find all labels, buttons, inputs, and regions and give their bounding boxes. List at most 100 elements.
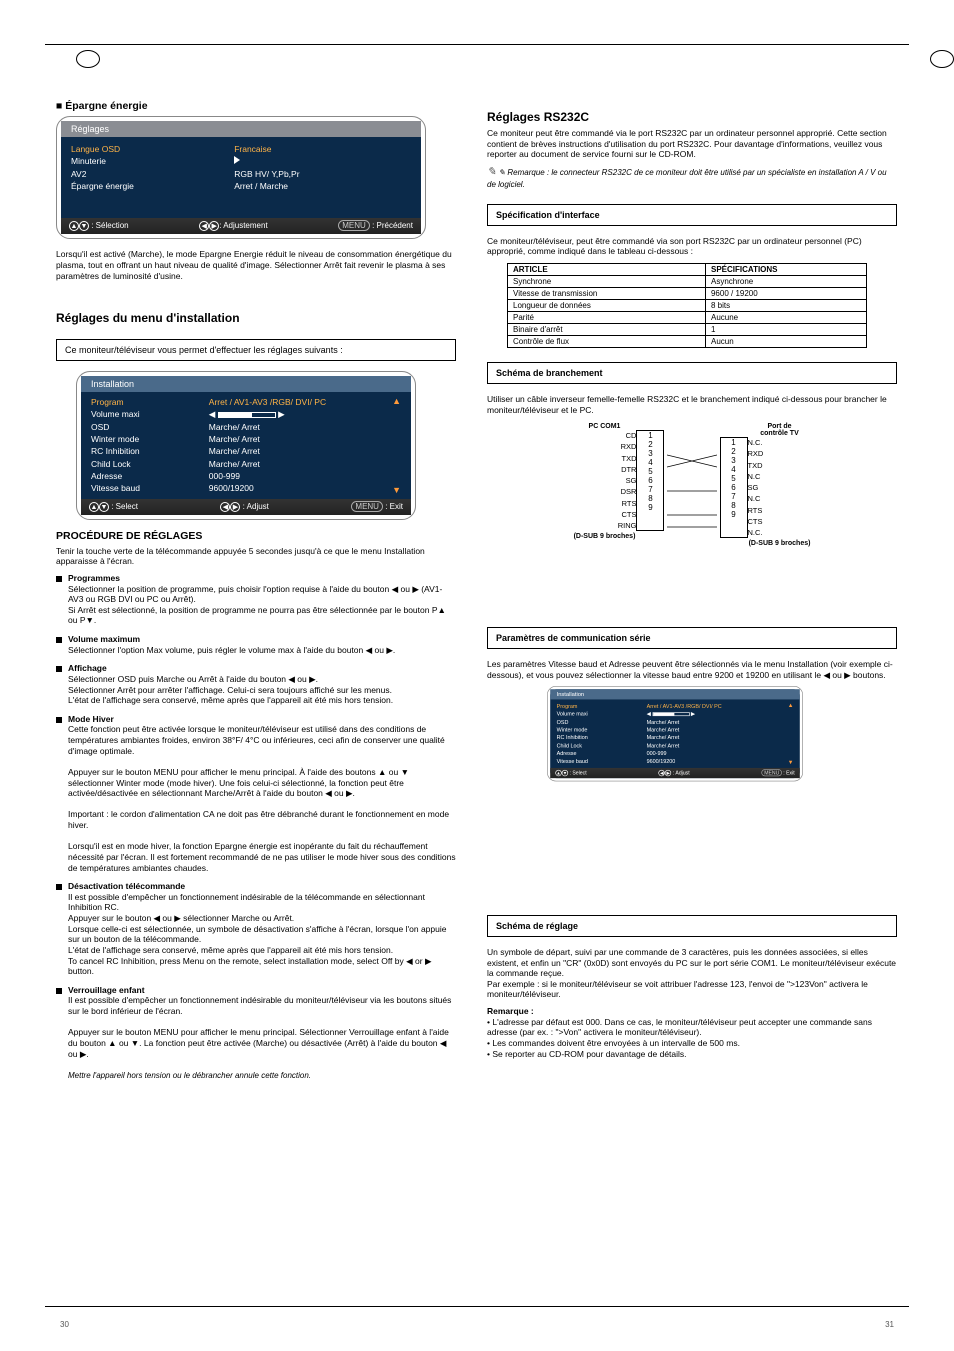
conn-title: Schéma de branchement	[496, 368, 603, 378]
left-column: ■ Épargne énergie Réglages Langue OSD Mi…	[56, 100, 456, 1089]
setting-title-box: Schéma de réglage	[487, 915, 897, 937]
item-p2: Appuyer sur le bouton MENU pour afficher…	[68, 1027, 449, 1058]
item-title: Programmes	[68, 573, 120, 583]
setting-title: Schéma de réglage	[496, 921, 578, 931]
pin-right-block: 123456789	[720, 437, 748, 538]
item-title: Mode Hiver	[68, 714, 114, 724]
bullet-icon	[56, 576, 62, 582]
energy-save-heading: ■ Épargne énergie	[56, 100, 456, 112]
install-label: Adresse	[91, 470, 209, 482]
spec-title: Spécification d'interface	[496, 210, 600, 220]
item-body: Sélectionner OSD puis Marche ou Arrêt à …	[68, 674, 393, 705]
item-volume: Volume maximum Sélectionner l'option Max…	[56, 634, 456, 655]
down-arrow-icon: ▼	[392, 485, 401, 495]
page-number-left: 30	[60, 1320, 69, 1329]
install-intro-text: Ce moniteur/téléviseur vous permet d'eff…	[65, 345, 343, 355]
procedure-body: Tenir la touche verte de la télécommande…	[56, 546, 456, 567]
table-header-row: ARTICLE SPÉCIFICATIONS	[508, 263, 867, 275]
right-column: Réglages RS232C Ce moniteur peut être co…	[487, 110, 897, 1065]
bullet-icon	[56, 666, 62, 672]
footer-prev: : Précédent	[372, 221, 413, 230]
bullet-icon	[56, 637, 62, 643]
install-value: Arret / AV1-AV3 /RGB/ DVI/ PC	[209, 396, 392, 408]
serial-body: Les paramètres Vitesse baud et Adresse p…	[487, 659, 897, 680]
pin-foot-right: (D-SUB 9 broches)	[720, 540, 840, 547]
table-row: SynchroneAsynchrone	[508, 275, 867, 287]
item-child-lock: Verrouillage enfant Il est possible d'em…	[56, 985, 456, 1081]
menu-label: Langue OSD	[71, 143, 234, 155]
page-container: 30 31 ■ Épargne énergie Réglages Langue …	[0, 0, 954, 1351]
table-row: Binaire d'arrêt1	[508, 323, 867, 335]
install-value: 000-999	[209, 470, 392, 482]
table-header: ARTICLE	[508, 263, 706, 275]
pencil-icon: ✎	[487, 166, 496, 178]
install-label: Program	[91, 396, 209, 408]
reglages-menu-panel: Réglages Langue OSD Minuterie AV2 Épargn…	[56, 116, 426, 239]
install-title-bar: Installation	[81, 376, 411, 392]
table-row: Vitesse de transmission9600 / 19200	[508, 287, 867, 299]
pin-left-block: 123456789	[636, 430, 664, 531]
up-arrow-icon: ▲	[392, 396, 401, 406]
item-title: Verrouillage enfant	[68, 985, 145, 995]
corner-oval-right	[930, 50, 954, 68]
install-label: Winter mode	[91, 433, 209, 445]
pin-left-labels: CDRXDTXDDTRSGDSRRTSCTSRING	[604, 430, 636, 531]
footer-rule	[45, 1306, 909, 1307]
item-body: Sélectionner la position de programme, p…	[68, 584, 446, 626]
install-value: Marche/ Arret	[209, 458, 392, 470]
installation-menu-panel: Installation Program Volume maxi OSD Win…	[76, 371, 416, 520]
bullet-icon	[56, 884, 62, 890]
install-label: OSD	[91, 421, 209, 433]
install-value: Marche/ Arret	[209, 421, 392, 433]
bullet-icon	[56, 988, 62, 994]
item-p3: Mettre l'appareil hors tension ou le déb…	[68, 1071, 311, 1080]
conn-title-box: Schéma de branchement	[487, 362, 897, 384]
install-label: RC Inhibition	[91, 445, 209, 457]
item-body: Il est possible d'empêcher un fonctionne…	[68, 892, 446, 976]
pin-right-labels: N.C.RXDTXDN.CSGN.CRTSCTSN.C.	[748, 437, 780, 538]
pin-diagram: PC COM1 CDRXDTXDDTRSGDSRRTSCTSRING 12345…	[487, 423, 897, 613]
spec-table: ARTICLE SPÉCIFICATIONS SynchroneAsynchro…	[507, 263, 867, 348]
item-title: Désactivation télécommande	[68, 881, 185, 891]
corner-oval-left	[76, 50, 100, 68]
volume-slider: ◀ ▶	[209, 408, 392, 420]
install-value: 9600/19200	[209, 482, 392, 494]
install-label: Child Lock	[91, 458, 209, 470]
menu-label: AV2	[71, 168, 234, 180]
item-osd: Affichage Sélectionner OSD puis Marche o…	[56, 663, 456, 706]
menu-value: Francaise	[234, 143, 411, 155]
install-label: Volume maxi	[91, 408, 209, 420]
item-body: Il est possible d'empêcher un fonctionne…	[68, 995, 451, 1016]
rs232-title: Réglages RS232C	[487, 110, 897, 124]
reglages-title-bar: Réglages	[61, 121, 421, 137]
conn-body: Utiliser un câble inverseur femelle-feme…	[487, 394, 897, 415]
table-row: Longueur de données8 bits	[508, 299, 867, 311]
page-number-right: 31	[885, 1320, 894, 1329]
play-icon	[234, 155, 411, 167]
procedure-title: PROCÉDURE DE RÉGLAGES	[56, 530, 456, 542]
item-rc-inhibit: Désactivation télécommande Il est possib…	[56, 881, 456, 977]
install-value: Marche/ Arret	[209, 445, 392, 457]
footer-adj: : Adjustement	[219, 221, 267, 230]
energy-save-paragraph: Lorsqu'il est activé (Marche), le mode E…	[56, 249, 456, 281]
spec-title-box: Spécification d'interface	[487, 204, 897, 226]
footer-sel: : Sélection	[91, 221, 128, 230]
item-programmes: Programmes Sélectionner la position de p…	[56, 573, 456, 626]
item-winter: Mode Hiver Cette fonction peut être acti…	[56, 714, 456, 873]
pin-right-title: Port de contrôle TV	[720, 423, 840, 437]
serial-title-box: Paramètres de communication série	[487, 627, 897, 649]
rs232-p1: Ce moniteur peut être commandé via le po…	[487, 128, 897, 160]
reglages-footer: ▲▼ : Sélection ◀▶: Adjustement MENU : Pr…	[61, 218, 421, 234]
serial-title: Paramètres de communication série	[496, 633, 651, 643]
setting-body: Un symbole de départ, suivi par une comm…	[487, 947, 897, 1000]
item-p2: Appuyer sur le bouton MENU pour afficher…	[68, 767, 409, 798]
item-p3: Important : le cordon d'alimentation CA …	[68, 809, 449, 830]
menu-label: Minuterie	[71, 155, 234, 167]
install-value: Marche/ Arret	[209, 433, 392, 445]
install-label: Vitesse baud	[91, 482, 209, 494]
pin-foot-left: (D-SUB 9 broches)	[544, 533, 664, 540]
menu-value: RGB HV/ Y,Pb,Pr	[234, 168, 411, 180]
menu-label: Épargne énergie	[71, 180, 234, 192]
pin-wiring-svg	[667, 437, 717, 577]
item-body: Sélectionner l'option Max volume, puis r…	[68, 645, 395, 655]
